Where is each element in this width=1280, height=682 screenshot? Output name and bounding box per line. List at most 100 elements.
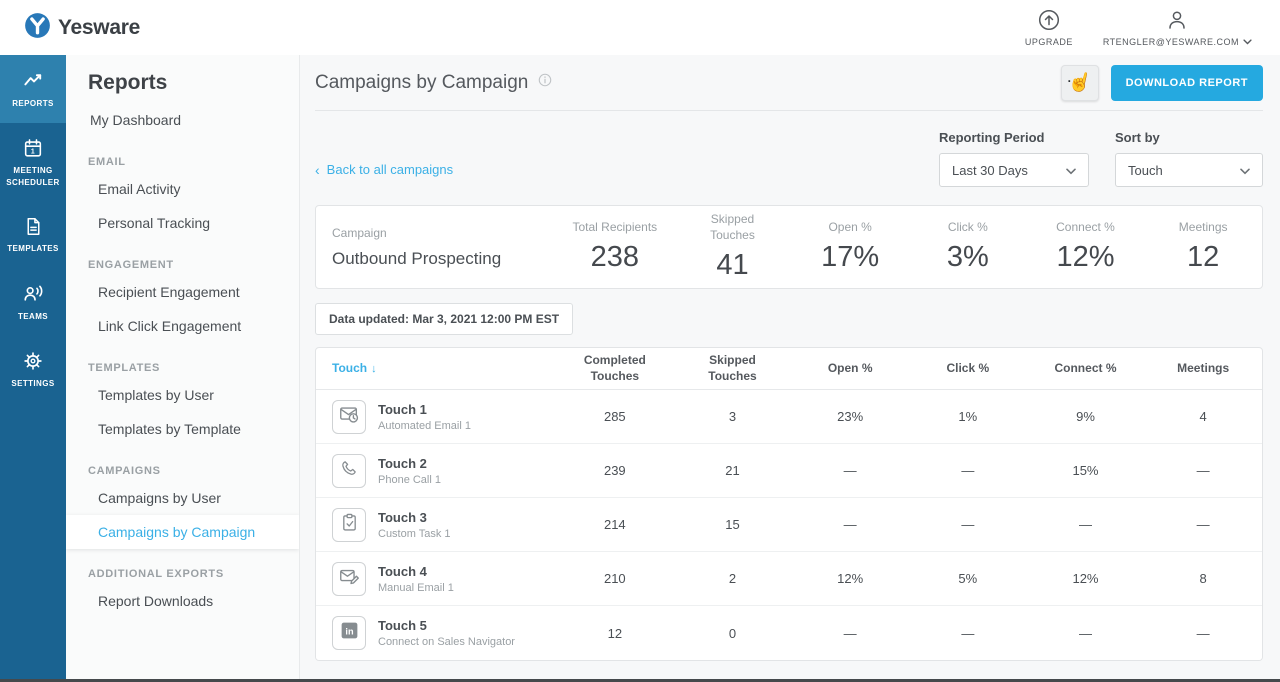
cell-connect: 15% (1072, 463, 1099, 478)
sidebar-item-label: MEETING SCHEDULER (6, 166, 60, 187)
nav-item-templates-by-user[interactable]: Templates by User (98, 387, 214, 403)
cell-meetings: — (1196, 625, 1210, 641)
nav-item-recipient-engagement[interactable]: Recipient Engagement (98, 284, 240, 300)
touch-text: Touch 1 Automated Email 1 (378, 402, 471, 432)
download-report-button[interactable]: DOWNLOAD REPORT (1110, 64, 1263, 101)
column-header: Connect % (1054, 360, 1117, 375)
cell-completed: 12 (607, 625, 623, 641)
nav-item-report-downloads[interactable]: Report Downloads (98, 593, 214, 609)
nav-item-link-click-engagement[interactable]: Link Click Engagement (98, 318, 242, 334)
touch-text: Touch 4 Manual Email 1 (378, 564, 454, 594)
sidebar-item-label: REPORTS (12, 99, 54, 108)
upgrade-label: UPGRADE (1024, 37, 1073, 47)
cell-click: 1% (958, 409, 978, 424)
yesware-logo[interactable]: Yesware (24, 12, 140, 44)
nav-title: Reports (88, 71, 168, 94)
touch-name: Touch 2 (378, 455, 427, 471)
linkedin-icon: in (339, 620, 360, 646)
cell-click: — (961, 625, 975, 641)
reports-nav: Reports My Dashboard EMAIL Email Activity P… (66, 55, 300, 679)
column-header: Meetings (1177, 360, 1230, 375)
cell-click: 5% (958, 571, 978, 586)
table-header-row: Touch ↓ Completed Touches Skipped Touches… (316, 348, 1262, 390)
touch-type: Automated Email 1 (378, 419, 471, 432)
main-content: Campaigns by Campaign · ☝ DOWNLOAD REPOR… (300, 55, 1280, 679)
sidebar-item-templates[interactable]: TEMPLATES (0, 202, 66, 268)
table-row[interactable]: Touch 3 Custom Task 1 214 15 — — — — (316, 498, 1262, 552)
touch-cell: Touch 3 Custom Task 1 (316, 507, 556, 542)
settings-icon (22, 350, 44, 372)
table-row[interactable]: Touch 1 Automated Email 1 285 3 23% 1% 9% 4 (316, 390, 1262, 444)
yesware-logo-mark-icon (24, 12, 51, 44)
column-header: Completed Touches (583, 352, 646, 383)
touch-text: Touch 5 Connect on Sales Navigator (378, 618, 515, 648)
nav-item-templates-by-template[interactable]: Templates by Template (98, 421, 241, 437)
hand-gesture-icon: · (1067, 73, 1072, 88)
nav-item-campaigns-by-user[interactable]: Campaigns by User (98, 490, 221, 506)
summary-stat: Click % 3% (946, 220, 989, 273)
chevron-left-icon: ‹ (315, 161, 320, 178)
nav-item-my-dashboard[interactable]: My Dashboard (90, 112, 182, 128)
nav-section-header: ADDITIONAL EXPORTS (88, 568, 224, 580)
touch-cell: Touch 1 Automated Email 1 (316, 399, 556, 434)
templates-icon (23, 216, 44, 237)
touch-type: Connect on Sales Navigator (378, 636, 515, 648)
cell-skipped: 21 (725, 463, 740, 478)
account-email: RTENGLER@YESWARE.COM (1102, 37, 1239, 47)
touch-type: Phone Call 1 (378, 473, 441, 486)
campaign-name: Outbound Prospecting (332, 248, 502, 268)
reporting-period-select[interactable]: Last 30 Days (939, 153, 1089, 187)
touch-name: Touch 4 (378, 563, 427, 579)
nav-item-campaigns-by-campaign[interactable]: Campaigns by Campaign (66, 515, 299, 549)
cell-open: — (843, 517, 857, 532)
summary-stat: Connect % 12% (1056, 220, 1115, 273)
nav-section-header: CAMPAIGNS (88, 465, 161, 477)
cell-completed: 285 (603, 409, 626, 424)
nav-item-personal-tracking[interactable]: Personal Tracking (98, 215, 211, 231)
sidebar-item-settings[interactable]: SETTINGS (0, 336, 66, 403)
cell-skipped: 15 (725, 517, 740, 532)
brand-name: Yesware (58, 15, 140, 39)
table-row[interactable]: Touch 2 Phone Call 1 239 21 — — 15% — (316, 444, 1262, 498)
page-title: Campaigns by Campaign (315, 72, 553, 94)
sidebar-item-label: TEAMS (18, 312, 48, 321)
campaign-label: Campaign (332, 225, 387, 240)
cell-meetings: — (1196, 463, 1210, 478)
nav-section-header: EMAIL (88, 156, 126, 168)
calendar-icon: 1 (22, 137, 44, 159)
teams-icon (22, 282, 45, 305)
touch-column-sort-header[interactable]: Touch ↓ (332, 360, 377, 375)
account-menu[interactable]: RTENGLER@YESWARE.COM (1103, 8, 1252, 47)
manual-email-icon (338, 565, 360, 592)
sidebar-item-reports[interactable]: REPORTS (0, 55, 66, 123)
product-tour-button[interactable]: · ☝ (1060, 64, 1099, 101)
info-icon[interactable] (537, 72, 553, 94)
svg-text:in: in (345, 627, 354, 637)
cell-open: 12% (837, 571, 864, 586)
cell-meetings: — (1196, 517, 1210, 532)
cell-open: — (843, 625, 857, 641)
topbar: Yesware UPGRADE RTENGLER@YESWARE.COM (0, 0, 1280, 55)
back-to-campaigns-link[interactable]: ‹ Back to all campaigns (315, 161, 454, 178)
table-row[interactable]: Touch 4 Manual Email 1 210 2 12% 5% 12% 8 (316, 552, 1262, 606)
cell-meetings: 8 (1199, 571, 1207, 586)
upgrade-button[interactable]: UPGRADE (1025, 8, 1073, 47)
table-row[interactable]: in Touch 5 Connect on Sales Navigator 12 0 — —… (316, 606, 1262, 660)
touch-cell: Touch 4 Manual Email 1 (316, 561, 556, 596)
cell-connect: — (1078, 517, 1092, 532)
touch-text: Touch 3 Custom Task 1 (378, 510, 451, 540)
sort-descending-icon: ↓ (371, 362, 377, 375)
sort-by-label: Sort by (1115, 130, 1160, 145)
user-icon (1165, 8, 1189, 34)
touches-table: Touch ↓ Completed Touches Skipped Touches… (315, 347, 1263, 661)
nav-item-email-activity[interactable]: Email Activity (98, 181, 181, 197)
sidebar-item-meeting-scheduler[interactable]: 1 MEETING SCHEDULER (0, 123, 66, 202)
sidebar-item-teams[interactable]: TEAMS (0, 268, 66, 336)
sort-by-select[interactable]: Touch (1115, 153, 1263, 187)
cell-click: — (961, 463, 975, 478)
cell-open: — (843, 463, 857, 478)
cell-completed: 210 (603, 571, 626, 586)
summary-stat: Total Recipients 238 (572, 220, 658, 273)
cell-connect: 12% (1072, 571, 1099, 586)
